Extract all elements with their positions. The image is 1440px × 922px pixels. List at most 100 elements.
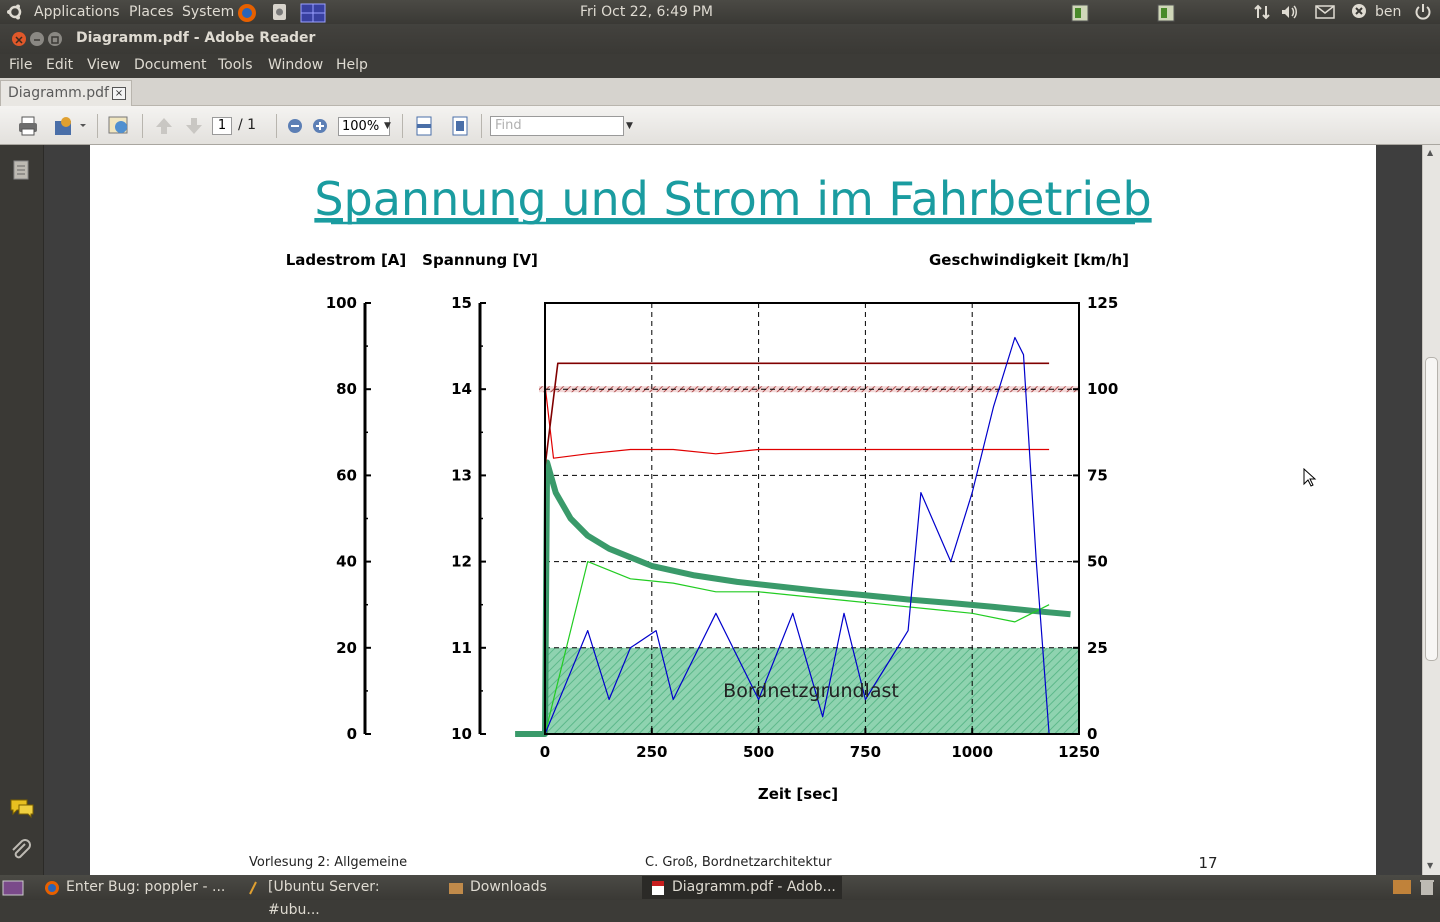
tab-bar: Diagramm.pdf ×	[0, 78, 1440, 106]
zoom-dropdown-chevron-icon[interactable]: ▼	[384, 121, 391, 131]
series-line-5	[544, 336, 1050, 735]
speed-tick-label: 100	[1087, 380, 1118, 398]
find-input[interactable]: Find	[490, 116, 624, 136]
previous-page-icon[interactable]	[153, 115, 175, 137]
system-monitor-icon[interactable]	[1070, 3, 1089, 22]
task-label: Diagramm.pdf - Adob...	[672, 879, 836, 895]
places-menu[interactable]: Places	[129, 4, 174, 20]
chart-canvas: Spannung und Strom im Fahrbetrieb Ladest…	[249, 172, 1218, 872]
x-tick-label: 0	[540, 743, 550, 761]
clock[interactable]: Fri Oct 22, 6:49 PM	[580, 4, 713, 20]
close-window-button[interactable]	[12, 32, 26, 46]
user-name[interactable]: ben	[1375, 4, 1402, 20]
series-line-1	[515, 459, 1071, 737]
fit-page-icon[interactable]	[450, 115, 472, 137]
task-firefox[interactable]: Enter Bug: poppler - ...	[36, 876, 232, 899]
battery-monitor-icon[interactable]	[1156, 3, 1175, 22]
menubar: File Edit View Document Tools Window Hel…	[0, 54, 1440, 78]
applications-menu[interactable]: Applications	[34, 4, 120, 20]
x-tick-label: 1250	[1058, 743, 1100, 761]
zoom-level-select[interactable]: 100%	[338, 117, 390, 136]
bordnetzgrundlast-annotation: Bordnetzgrundlast	[723, 680, 899, 702]
task-label: Enter Bug: poppler - ...	[66, 879, 226, 895]
menu-document[interactable]: Document	[134, 57, 207, 73]
x-tick-label: 750	[850, 743, 881, 761]
left-navigation-pane	[0, 145, 44, 875]
y-tick-label: 10	[451, 725, 472, 743]
y-tick-label: 14	[451, 380, 472, 398]
workspace-switcher-icon[interactable]	[1392, 878, 1412, 900]
scroll-down-arrow-icon[interactable]: ▼	[1427, 861, 1434, 870]
menu-help[interactable]: Help	[336, 57, 368, 73]
comments-icon[interactable]	[9, 797, 35, 823]
speed-tick-label: 75	[1087, 466, 1108, 484]
menu-window[interactable]: Window	[268, 57, 324, 73]
share-icon[interactable]	[53, 115, 86, 137]
y-tick-label: 12	[451, 553, 472, 571]
maximize-window-button[interactable]	[48, 32, 62, 46]
menu-view[interactable]: View	[87, 57, 121, 73]
page-number: 17	[1198, 854, 1217, 872]
ubuntu-logo-icon[interactable]	[6, 3, 24, 21]
taskbar: Enter Bug: poppler - ... [Ubuntu Server:…	[0, 875, 1440, 918]
series-line-3	[544, 362, 1050, 467]
network-icon[interactable]	[1253, 3, 1271, 21]
user-status-icon[interactable]	[1351, 3, 1369, 21]
window-title: Diagramm.pdf - Adobe Reader	[76, 30, 316, 46]
collaborate-icon[interactable]	[107, 115, 129, 137]
speed-tick-label: 0	[1087, 725, 1097, 743]
series-line-2	[544, 384, 1050, 459]
show-desktop-icon[interactable]	[2, 879, 24, 901]
task-terminal[interactable]: [Ubuntu Server: #ubu...	[238, 876, 434, 918]
document-view[interactable]: Spannung und Strom im Fahrbetrieb Ladest…	[44, 145, 1422, 875]
spannung-axis-label: Spannung [V]	[422, 251, 538, 269]
vertical-scrollbar[interactable]: ▲ ▼	[1422, 145, 1440, 875]
app-launcher-icon[interactable]	[271, 3, 289, 21]
footer-left: Vorlesung 2: Allgemeine	[249, 855, 407, 870]
irc-client-icon	[246, 880, 262, 896]
scrollbar-thumb[interactable]	[1425, 357, 1438, 661]
firefox-icon	[44, 880, 60, 896]
system-menu[interactable]: System	[182, 4, 235, 20]
pdf-icon	[650, 880, 666, 896]
zoom-in-icon[interactable]	[310, 115, 332, 137]
y-tick-label: 60	[336, 466, 357, 484]
mouse-cursor-icon	[1303, 467, 1317, 492]
power-icon[interactable]	[1414, 3, 1432, 21]
plot-frame	[544, 302, 1080, 735]
firefox-icon[interactable]	[237, 3, 256, 22]
fit-width-icon[interactable]	[414, 115, 436, 137]
workspace-icon[interactable]	[300, 3, 326, 23]
document-tab[interactable]: Diagramm.pdf ×	[0, 80, 132, 106]
ladestrom-axis-label: Ladestrom [A]	[286, 251, 407, 269]
task-label: Downloads	[470, 879, 547, 895]
pages-panel-icon[interactable]	[11, 159, 31, 185]
task-label: [Ubuntu Server: #ubu...	[268, 879, 380, 918]
menu-edit[interactable]: Edit	[46, 57, 74, 73]
trash-icon[interactable]	[1418, 878, 1436, 900]
attachments-icon[interactable]	[10, 839, 32, 867]
task-adobe-reader[interactable]: Diagramm.pdf - Adob...	[642, 876, 842, 899]
menu-file[interactable]: File	[9, 57, 33, 73]
scroll-up-arrow-icon[interactable]: ▲	[1427, 148, 1434, 157]
x-tick-label: 1000	[951, 743, 993, 761]
speed-tick-label: 50	[1087, 553, 1108, 571]
y-tick-label: 80	[336, 380, 357, 398]
find-options-chevron-icon[interactable]: ▼	[626, 121, 633, 131]
zoom-out-icon[interactable]	[285, 115, 307, 137]
mail-icon[interactable]	[1315, 3, 1335, 21]
print-icon[interactable]	[17, 115, 39, 137]
slide-title: Spannung und Strom im Fahrbetrieb	[314, 172, 1151, 226]
next-page-icon[interactable]	[183, 115, 205, 137]
page-number-input[interactable]: 1	[212, 117, 232, 135]
task-downloads[interactable]: Downloads	[440, 876, 636, 899]
y-tick-label: 0	[347, 725, 357, 743]
geschwindigkeit-axis-label: Geschwindigkeit [km/h]	[929, 251, 1129, 269]
pdf-page: Spannung und Strom im Fahrbetrieb Ladest…	[90, 145, 1376, 875]
document-tab-label: Diagramm.pdf	[8, 85, 109, 101]
minimize-window-button[interactable]	[30, 32, 44, 46]
toolbar: 1 / 1 100% ▼ Find ▼	[0, 106, 1440, 145]
menu-tools[interactable]: Tools	[218, 57, 253, 73]
tab-close-button[interactable]: ×	[112, 87, 126, 100]
volume-icon[interactable]	[1280, 3, 1298, 21]
